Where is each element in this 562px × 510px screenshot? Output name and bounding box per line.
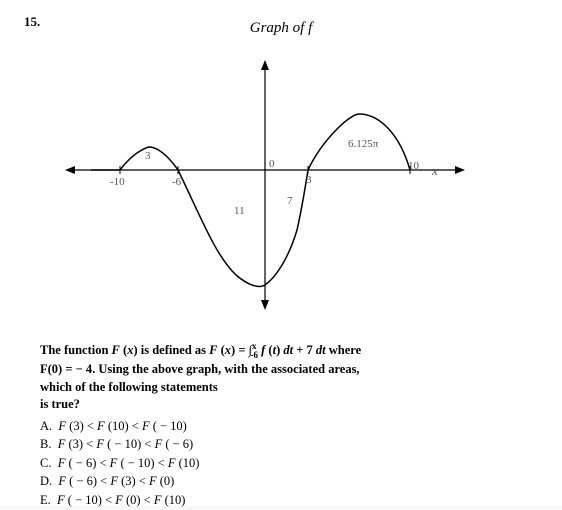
q-line4: is true? xyxy=(40,397,80,411)
area-label-pi: 6.125π xyxy=(348,138,378,150)
question-block: The function F (x) is defined as F (x) =… xyxy=(40,340,534,510)
tick-label-0: 0 xyxy=(269,158,275,170)
q-line3: which of the following statements xyxy=(40,380,218,394)
area-label-7: 7 xyxy=(287,195,293,207)
question-text: The function F (x) is defined as F (x) =… xyxy=(40,340,534,414)
q-line2: F(0) = − 4. Using the above graph, with … xyxy=(40,362,360,376)
answer-b: B. F (3) < F ( − 10) < F ( − 6) xyxy=(40,436,534,454)
answer-a: A. F (3) < F (10) < F ( − 10) xyxy=(40,418,534,436)
answer-list: A. F (3) < F (10) < F ( − 10) B. F (3) <… xyxy=(40,418,534,510)
x-axis-label: x xyxy=(432,163,438,179)
area-label-3: 3 xyxy=(145,150,151,162)
tick-label-3: 3 xyxy=(306,174,312,186)
answer-c: C. F ( − 6) < F ( − 10) < F (10) xyxy=(40,455,534,473)
tick-label-neg10: -10 xyxy=(110,176,125,188)
answer-e: E. F ( − 10) < F (0) < F (10) xyxy=(40,492,534,510)
int-sub: -6 xyxy=(251,350,259,360)
graph-title: Graph of f xyxy=(0,20,562,37)
tick-label-neg6: -6 xyxy=(172,176,181,188)
q-prefix: The function xyxy=(40,343,112,357)
tick-label-10: 10 xyxy=(408,160,419,172)
problem-page: 15. Graph of f -10 -6 0 3 10 x 3 11 xyxy=(0,0,562,506)
graph: -10 -6 0 3 10 x 3 11 7 6.125π xyxy=(50,50,480,320)
answer-d: D. F ( − 6) < F (3) < F (0) xyxy=(40,473,534,491)
area-label-11: 11 xyxy=(234,205,245,217)
